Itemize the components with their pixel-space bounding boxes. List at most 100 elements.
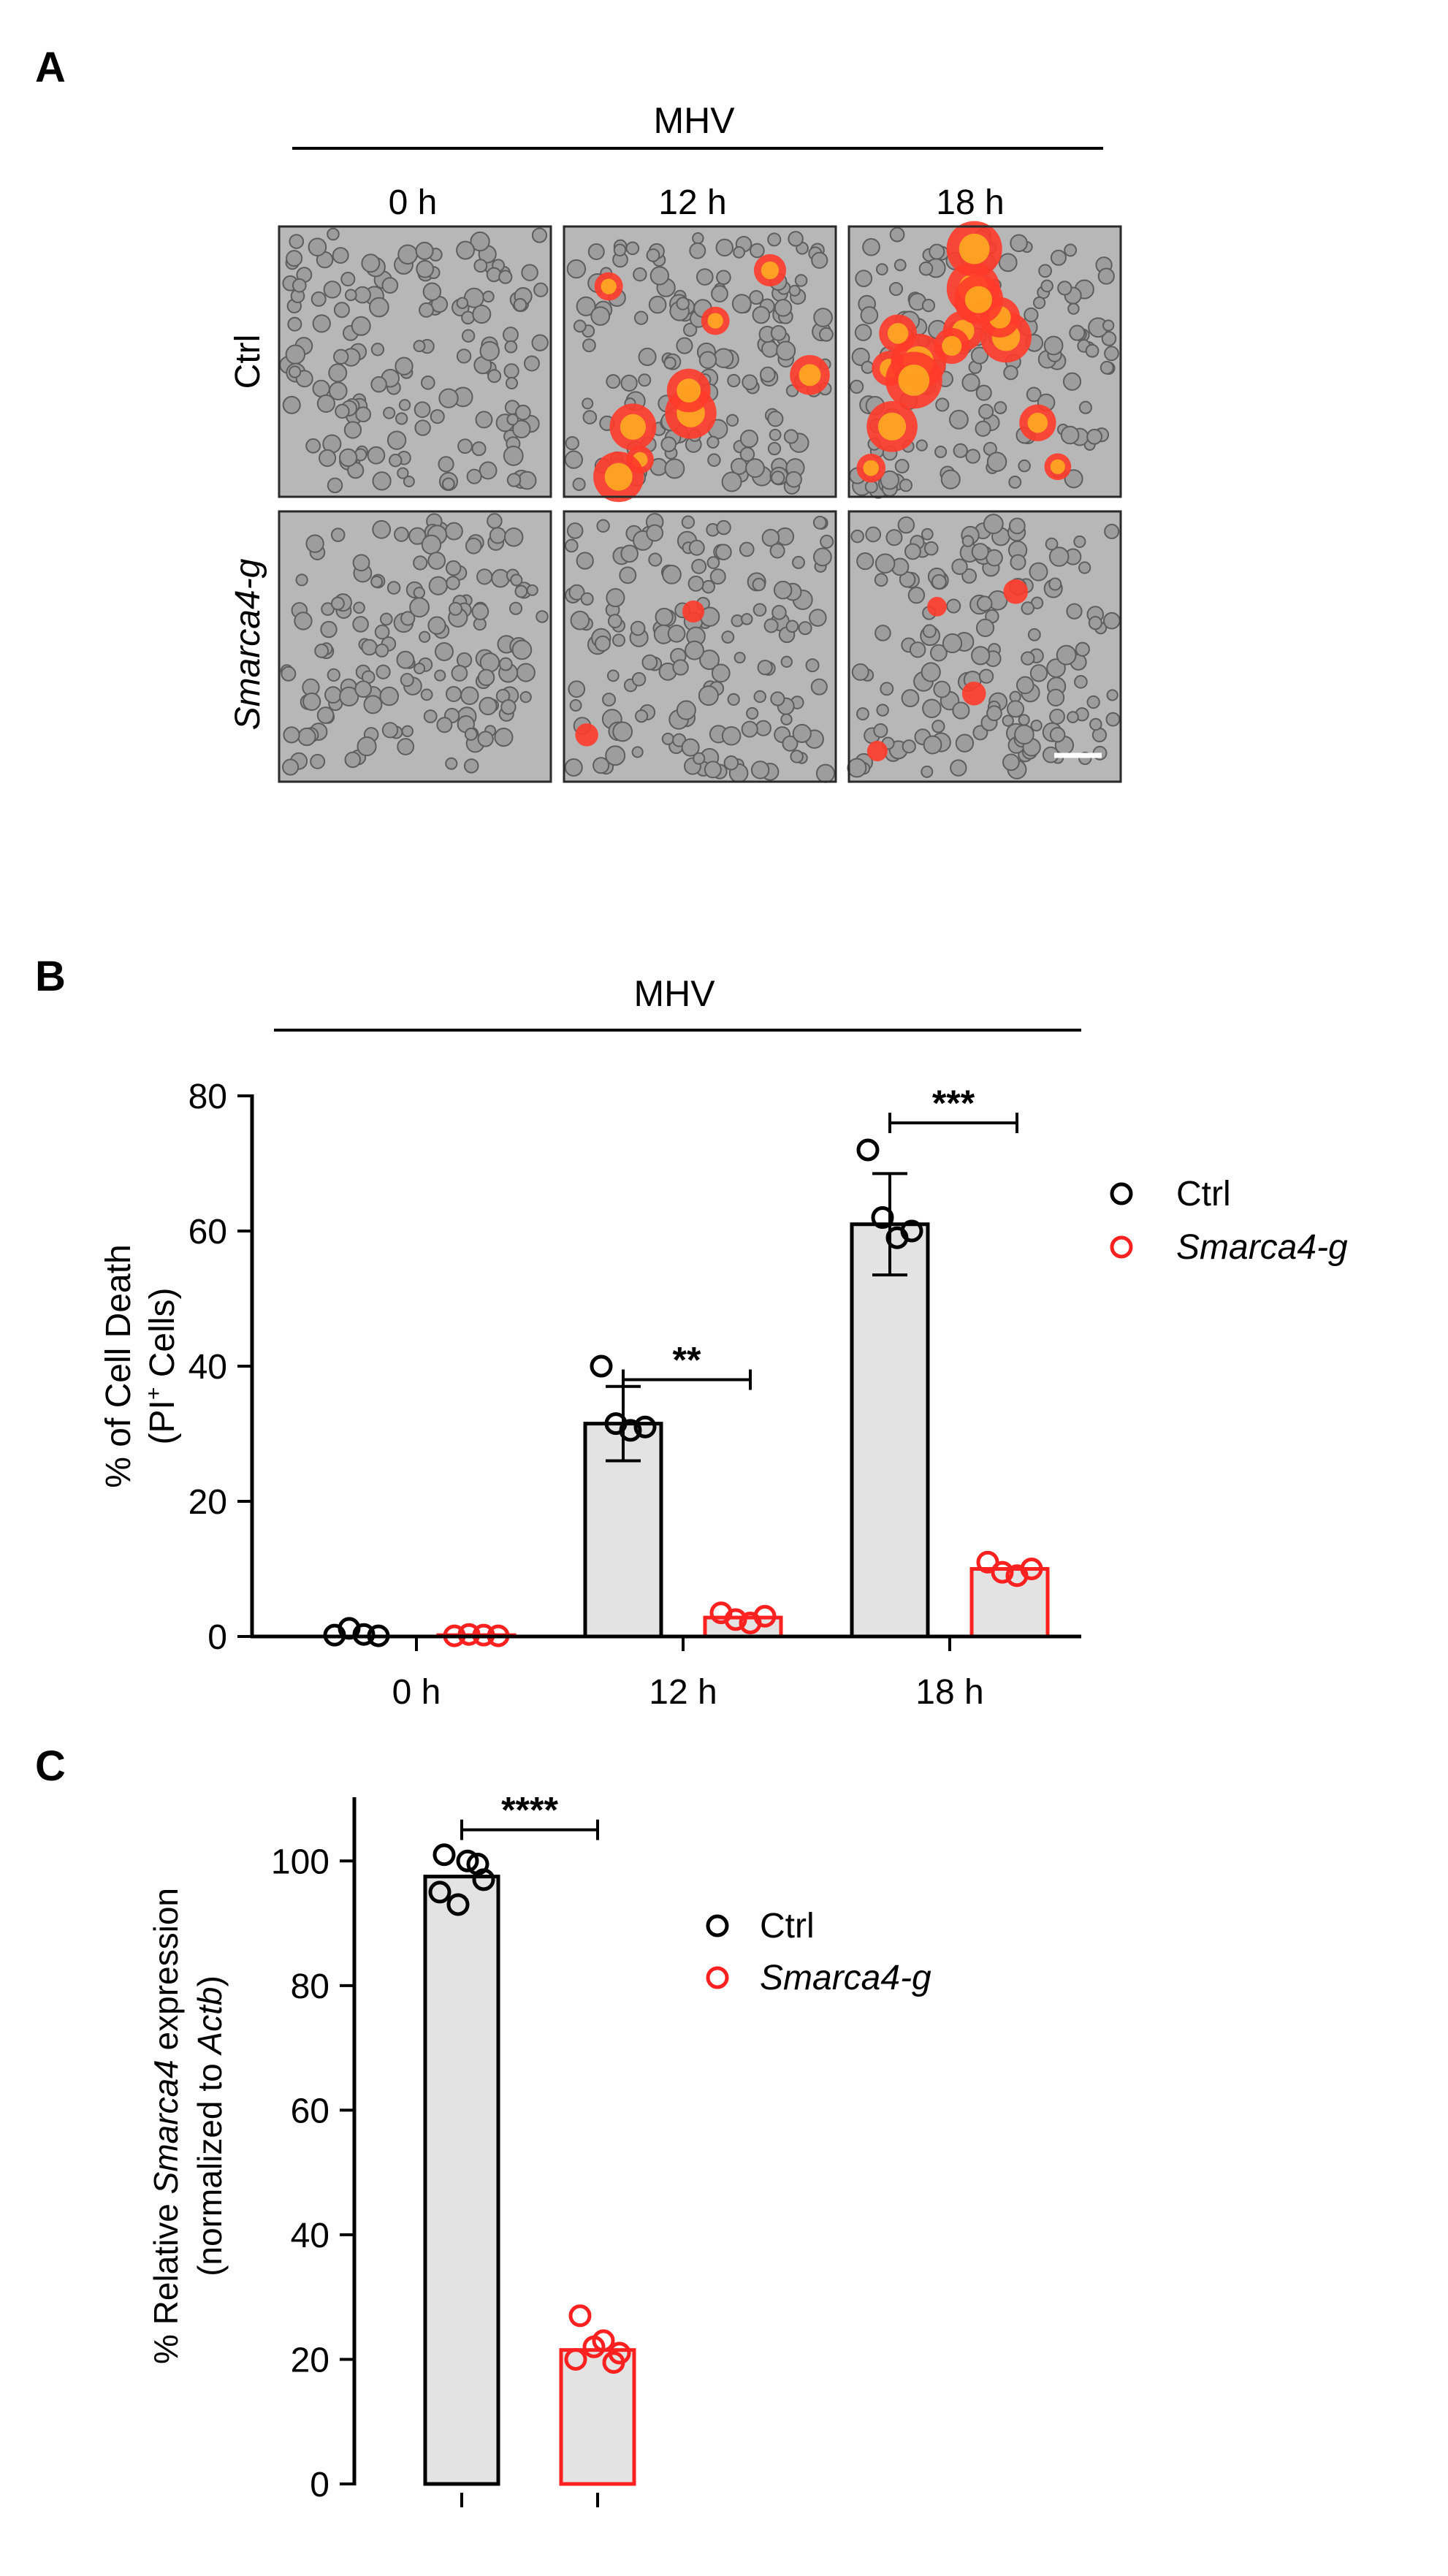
cell — [935, 397, 950, 412]
cell — [436, 717, 453, 733]
cell — [438, 456, 454, 473]
cell — [771, 605, 787, 620]
cell — [713, 348, 734, 368]
cell — [970, 346, 989, 365]
cell — [338, 448, 358, 468]
cell — [897, 516, 915, 534]
cell — [862, 237, 880, 256]
cell — [788, 231, 804, 247]
data-point — [446, 1893, 470, 1916]
cell — [475, 411, 493, 429]
cell — [780, 713, 793, 725]
cell — [1067, 302, 1080, 315]
cell — [1105, 712, 1121, 727]
cell — [316, 394, 335, 413]
cell — [930, 644, 948, 662]
cell — [503, 363, 519, 379]
cell — [282, 758, 300, 776]
cell — [1010, 234, 1028, 253]
cell — [285, 344, 306, 365]
cell — [573, 319, 587, 333]
cell — [946, 598, 961, 614]
cell — [310, 291, 327, 307]
cell — [506, 473, 522, 487]
panel-a: A MHV 0 h 12 h 18 h Ctrl Smarca4-g — [35, 44, 1122, 783]
cell — [986, 451, 1007, 472]
cell — [681, 515, 696, 529]
cell — [564, 758, 583, 777]
cell — [931, 573, 947, 590]
cell — [813, 308, 833, 327]
cell — [1007, 700, 1025, 718]
cell — [876, 263, 888, 275]
cell — [965, 449, 980, 464]
cell — [464, 728, 478, 741]
cell — [934, 446, 948, 459]
cell — [752, 577, 766, 592]
cell — [596, 519, 610, 533]
cell — [487, 369, 502, 384]
cell — [566, 522, 584, 539]
cell — [975, 384, 992, 401]
cell — [446, 576, 460, 590]
cell — [451, 665, 468, 682]
cell — [408, 527, 427, 545]
cell — [295, 573, 308, 587]
cell — [750, 761, 770, 780]
cell — [721, 471, 742, 492]
cell — [741, 613, 753, 625]
chart-c-ylabel-line2: (normalized to Actb) — [191, 1975, 229, 2276]
cell — [676, 700, 696, 720]
cell — [479, 461, 498, 480]
legend-b: Ctrl Smarca4-g — [1110, 1175, 1348, 1267]
cell — [752, 603, 767, 617]
data-point — [352, 1623, 376, 1646]
cell — [344, 751, 362, 769]
cell — [1018, 714, 1030, 726]
cell — [286, 250, 303, 267]
cell — [569, 699, 582, 712]
data-point — [456, 1849, 479, 1872]
x-tick-label: 12 h — [649, 1673, 717, 1712]
cell — [445, 560, 462, 576]
legend-b-smarca4-marker — [1110, 1235, 1133, 1259]
pi-stained-core — [964, 286, 993, 313]
cell — [400, 673, 414, 687]
cell — [923, 541, 939, 556]
cell — [1100, 360, 1114, 375]
cell — [663, 357, 677, 370]
cell — [922, 698, 942, 719]
legend-b-ctrl-label: Ctrl — [1176, 1175, 1231, 1213]
pi-stained-cell — [866, 740, 888, 762]
cell — [1086, 695, 1100, 709]
cell — [940, 469, 961, 489]
cell — [725, 414, 739, 427]
cell — [953, 443, 968, 459]
x-tick-label: 0 h — [392, 1673, 441, 1712]
cell — [379, 686, 400, 706]
cell — [851, 347, 870, 366]
cell — [961, 535, 975, 547]
cell — [948, 409, 969, 430]
cell — [605, 745, 626, 766]
cell — [288, 365, 302, 378]
cell — [716, 270, 731, 285]
pi-stained-core — [898, 365, 930, 396]
cell — [794, 274, 808, 287]
cell — [727, 373, 741, 388]
cell — [812, 515, 827, 530]
cell — [847, 758, 867, 778]
x-tick-label: 18 h — [915, 1673, 983, 1712]
cell — [709, 568, 726, 585]
cell — [416, 259, 435, 278]
cell — [421, 534, 442, 555]
cell — [471, 603, 489, 620]
cell — [606, 669, 620, 682]
chart-c-plot: 0 20 40 60 80 100 **** — [271, 1790, 636, 2507]
cell — [1078, 561, 1091, 574]
cell — [655, 607, 674, 627]
cell — [733, 245, 745, 259]
cell — [646, 524, 664, 542]
cell — [689, 242, 706, 259]
pi-stained-core — [959, 233, 990, 264]
